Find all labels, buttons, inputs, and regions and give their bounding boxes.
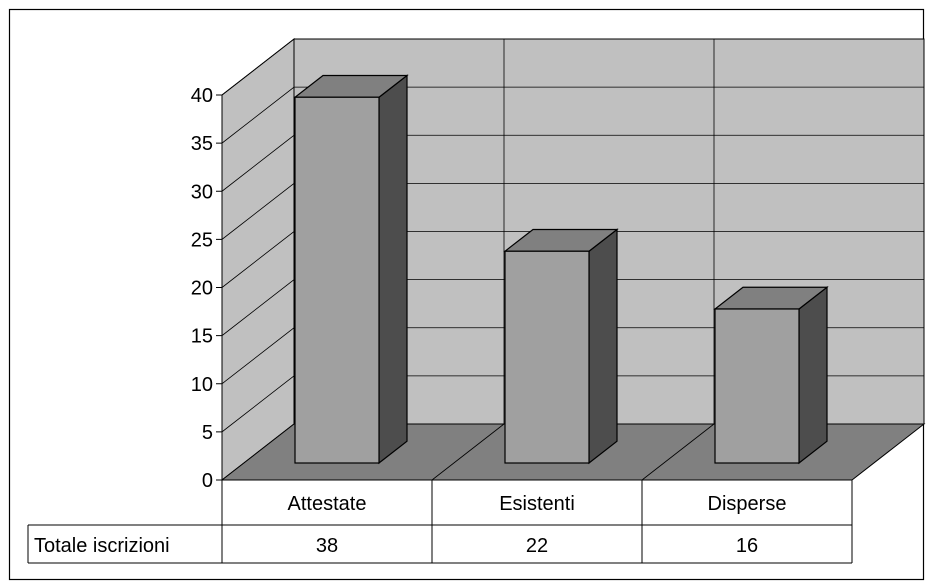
y-axis: 0 5 10 15 20 25 30 35 40 xyxy=(191,85,223,492)
data-table-value: 22 xyxy=(526,535,548,557)
category-divider-floor xyxy=(431,423,505,481)
bar-attestate xyxy=(293,74,409,465)
bar-front xyxy=(714,308,800,464)
y-tick-label: 0 xyxy=(202,470,213,492)
bar-side xyxy=(588,228,618,465)
bar-front xyxy=(504,250,590,464)
data-table-value: 38 xyxy=(316,535,338,557)
y-tick-label: 35 xyxy=(191,133,213,155)
bar-side xyxy=(378,74,408,465)
bar-esistenti xyxy=(503,228,619,465)
y-tick-label: 20 xyxy=(191,278,213,300)
bar-front xyxy=(294,96,380,464)
data-table: Attestate 38 Esistenti 22 Disperse 16 Totale i… xyxy=(27,479,853,564)
y-tick-label: 5 xyxy=(202,422,213,444)
x-tick-label: Attestate xyxy=(288,493,367,515)
y-tick-label: 25 xyxy=(191,229,213,251)
y-tick-label: 15 xyxy=(191,326,213,348)
data-table-series-name: Totale iscrizioni xyxy=(34,535,170,557)
bar-side xyxy=(798,285,828,465)
y-tick-label: 40 xyxy=(191,85,213,107)
chart-bars xyxy=(293,74,829,465)
y-tick-label: 10 xyxy=(191,374,213,396)
x-tick-label: Esistenti xyxy=(499,493,575,515)
category-divider-floor xyxy=(641,423,715,481)
data-table-value: 16 xyxy=(736,535,758,557)
x-tick-label: Disperse xyxy=(708,493,787,515)
bar-disperse xyxy=(713,285,829,465)
y-tick-label: 30 xyxy=(191,181,213,203)
